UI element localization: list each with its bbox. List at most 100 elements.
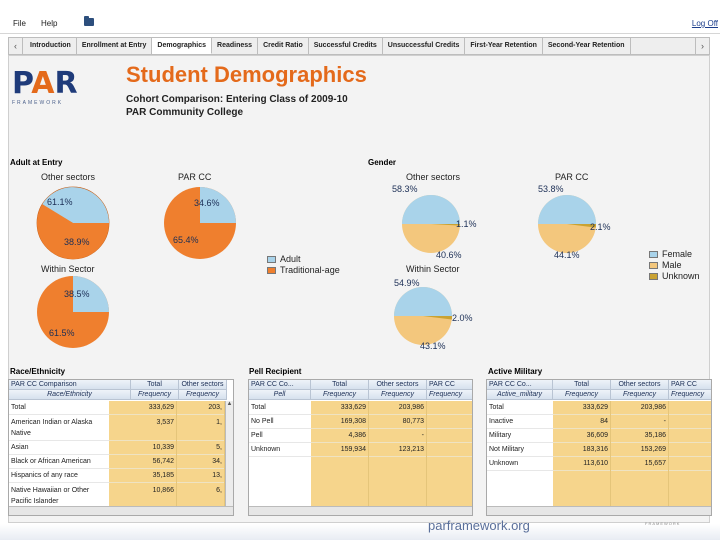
tab-second-year-retention[interactable]: Second-Year Retention [543, 38, 631, 54]
tab-unsuccessful-credits[interactable]: Unsuccessful Credits [383, 38, 466, 54]
race-value-column: 333,629 3,537 10,339 56,742 35,185 10,866 [109, 401, 177, 509]
pell-row-label: No Pell [249, 415, 311, 429]
pell-value-cell: 4,386 [311, 429, 368, 443]
race-value-cell: 13, [177, 469, 224, 483]
race-subheader-row: Race/Ethnicity Frequency Frequency [9, 390, 227, 400]
military-horizontal-scrollbar[interactable] [487, 506, 711, 515]
adult-heading: Adult at Entry [10, 158, 63, 167]
military-row-label: Inactive [487, 415, 553, 429]
military-value-cell [669, 443, 711, 457]
tab-introduction[interactable]: Introduction [25, 38, 77, 54]
gender-par-label: PAR CC [555, 172, 589, 182]
swatch-icon [649, 262, 658, 269]
race-value-cell: 3,537 [109, 415, 176, 441]
race-value-cell: 56,742 [109, 455, 176, 469]
military-value-cell: 153,269 [611, 443, 668, 457]
pell-value-cell: 333,629 [311, 401, 368, 415]
pell-value-column: 333,629 169,308 4,386 159,934 [311, 401, 369, 506]
military-value-cell: 35,186 [611, 429, 668, 443]
pell-row-label: Pell [249, 429, 311, 443]
race-vertical-scrollbar[interactable]: ▲ [225, 401, 233, 506]
gender-par-pie [538, 195, 597, 253]
swatch-icon [649, 251, 658, 258]
tab-scroll-left-icon[interactable]: ‹ [9, 38, 23, 54]
pell-table[interactable]: PAR CC Co... Total Other sectors PAR CC … [248, 379, 473, 516]
military-row-label: Unknown [487, 457, 553, 471]
military-value-cell: 333,629 [553, 401, 610, 415]
military-value-cell [669, 457, 711, 471]
military-value-cell [669, 415, 711, 429]
military-row-label: Military [487, 429, 553, 443]
footer-url[interactable]: parframework.org [428, 518, 530, 533]
tab-readiness[interactable]: Readiness [212, 38, 259, 54]
gender-heading: Gender [368, 158, 397, 167]
military-row-label: Not Military [487, 443, 553, 457]
pell-subheader-row: Pell Frequency Frequency Frequency [249, 390, 472, 400]
par-logo: PAR FRAMEWORK [12, 66, 78, 106]
race-value-cell: 10,339 [109, 441, 176, 455]
race-value-column: 203, 1, 5, 34, 13, 6, [177, 401, 225, 509]
pell-value-cell [427, 401, 472, 415]
pell-row-label: Total [249, 401, 311, 415]
tab-first-year-retention[interactable]: First-Year Retention [465, 38, 543, 54]
bottom-strip [0, 524, 720, 540]
pell-value-cell: 159,934 [311, 443, 368, 457]
race-value-cell: 35,185 [109, 469, 176, 483]
pell-value-cell: 80,773 [369, 415, 426, 429]
military-value-cell: 203,986 [611, 401, 668, 415]
military-heading: Active Military [488, 367, 543, 376]
race-horizontal-scrollbar[interactable] [9, 506, 233, 515]
tab-demographics[interactable]: Demographics [152, 38, 213, 54]
race-value-cell: 203, [177, 401, 224, 415]
race-value-cell: 5, [177, 441, 224, 455]
race-row-label: Asian [9, 441, 109, 455]
pell-horizontal-scrollbar[interactable] [249, 506, 472, 515]
military-value-cell [669, 429, 711, 443]
race-row-label: Black or African American [9, 455, 109, 469]
legend-item: Female [649, 249, 700, 260]
menu-help[interactable]: Help [41, 19, 58, 28]
tab-enrollment-at-entry[interactable]: Enrollment at Entry [77, 38, 153, 54]
adult-other-pie [36, 186, 110, 260]
gender-other-label: Other sectors [406, 172, 461, 182]
adult-other-label: Other sectors [41, 172, 96, 182]
race-table[interactable]: PAR CC Comparison Total Other sectors Ra… [8, 379, 234, 516]
legend-item: Unknown [649, 271, 700, 282]
military-value-cell [669, 401, 711, 415]
footer-brand: FRAMEWORK [645, 521, 681, 526]
pell-value-cell: - [369, 429, 426, 443]
swatch-icon [267, 256, 276, 263]
military-value-cell: 36,609 [553, 429, 610, 443]
tab-successful-credits[interactable]: Successful Credits [309, 38, 383, 54]
military-value-column: 203,986-35,186 153,269 15,657 [611, 401, 669, 506]
race-value-cell: 34, [177, 455, 224, 469]
tabs: Introduction Enrollment at Entry Demograph… [25, 38, 691, 54]
military-subheader-row: Active_military Frequency Frequency Freq… [487, 390, 711, 400]
tab-credit-ratio[interactable]: Credit Ratio [258, 38, 309, 54]
military-table[interactable]: PAR CC Co... Total Other sectors PAR CC … [486, 379, 712, 516]
pell-value-cell [427, 443, 472, 457]
military-value-cell: 15,657 [611, 457, 668, 471]
legend-item: Adult [267, 254, 340, 265]
tab-scroll-right-icon[interactable]: › [695, 38, 709, 54]
race-row-label: Total [9, 401, 109, 415]
page-subtitle: Cohort Comparison: Entering Class of 200… [126, 94, 348, 118]
military-row-label: Total [487, 401, 553, 415]
tab-bar: ‹ Introduction Enrollment at Entry Demogra… [8, 37, 710, 55]
military-value-cell: 183,316 [553, 443, 610, 457]
pell-value-cell: 169,308 [311, 415, 368, 429]
pell-value-column: 203,986 80,773-123,213 [369, 401, 427, 506]
adult-within-pie [37, 276, 109, 348]
log-off-link[interactable]: Log Off [691, 19, 718, 28]
race-heading: Race/Ethnicity [10, 367, 66, 376]
pell-value-column [427, 401, 472, 506]
military-value-cell: - [611, 415, 668, 429]
folder-icon[interactable] [84, 16, 94, 26]
page-title: Student Demographics [126, 62, 367, 87]
pell-value-cell: 203,986 [369, 401, 426, 415]
legend-item: Male [649, 260, 700, 271]
gender-legend: Female Male Unknown [649, 249, 700, 282]
menu-file[interactable]: File [13, 19, 26, 28]
gender-within-label: Within Sector [406, 264, 460, 274]
military-value-column [669, 401, 711, 506]
